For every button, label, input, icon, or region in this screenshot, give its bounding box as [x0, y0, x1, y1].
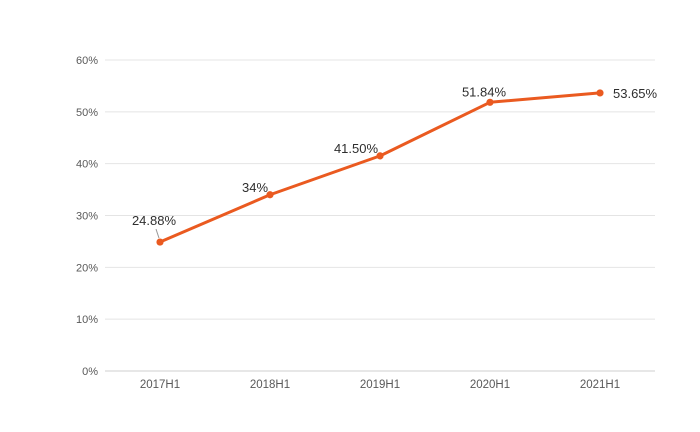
data-point-label: 24.88% [132, 213, 177, 228]
data-point-label: 51.84% [462, 84, 507, 99]
y-tick-label: 60% [76, 55, 98, 67]
x-tick-label: 2018H1 [250, 379, 290, 391]
x-tick-label: 2017H1 [140, 379, 180, 391]
label-leader-line [155, 228, 160, 239]
y-tick-label: 20% [76, 262, 98, 274]
y-tick-label: 0% [82, 366, 98, 378]
y-tick-label: 30% [76, 211, 98, 223]
data-point-label: 53.65% [613, 86, 658, 101]
data-point-marker [156, 238, 164, 246]
data-point-label: 34% [242, 180, 268, 195]
data-point-label: 41.50% [334, 141, 379, 156]
y-tick-label: 50% [76, 107, 98, 119]
data-point-marker [486, 98, 494, 106]
x-tick-label: 2021H1 [580, 379, 620, 391]
x-tick-label: 2019H1 [360, 379, 400, 391]
series-line [158, 91, 602, 244]
data-point-marker [596, 89, 604, 97]
x-tick-label: 2020H1 [470, 379, 510, 391]
data-point-marker [376, 152, 384, 160]
y-tick-label: 10% [76, 314, 98, 326]
y-tick-label: 40% [76, 159, 98, 171]
data-point-marker [266, 191, 274, 199]
